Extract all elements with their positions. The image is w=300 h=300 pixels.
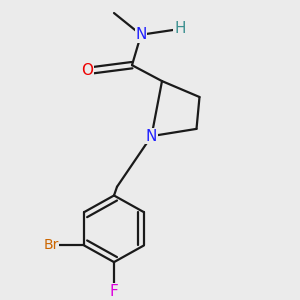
Text: N: N bbox=[146, 129, 157, 144]
Text: Br: Br bbox=[43, 238, 58, 253]
Text: H: H bbox=[174, 22, 186, 37]
Text: O: O bbox=[81, 64, 93, 79]
Text: F: F bbox=[110, 284, 118, 299]
Text: N: N bbox=[135, 27, 147, 42]
